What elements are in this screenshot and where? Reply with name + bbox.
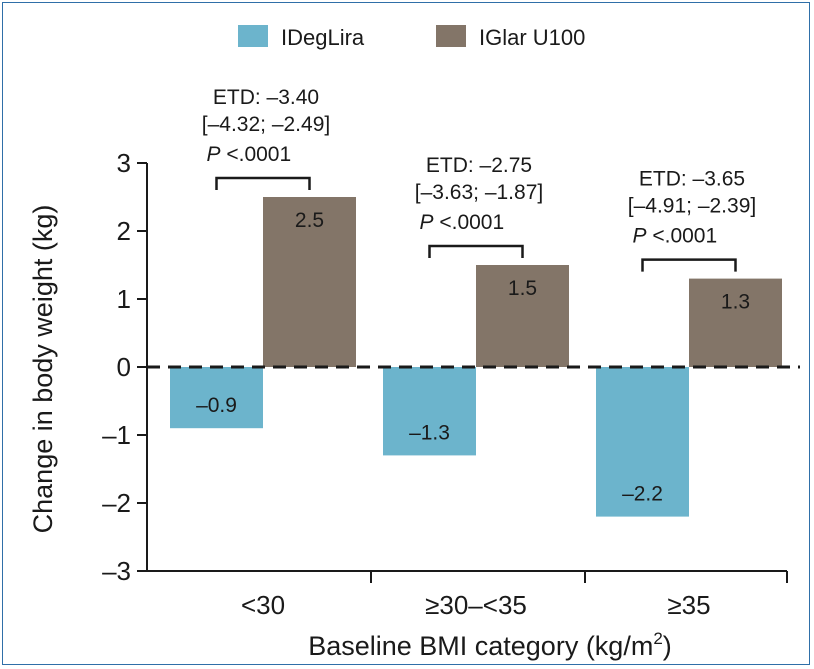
p-value-2: P <.0001 <box>420 211 505 234</box>
legend-swatch-ideglira <box>238 25 268 47</box>
bar-iglar-u100-3 <box>689 278 782 367</box>
etd-value-2: ETD: –2.75 <box>426 154 532 177</box>
x-tick-label: ≥30–<35 <box>425 590 527 620</box>
legend: IDegLira IGlar U100 <box>238 25 585 50</box>
y-tick-label: –2 <box>102 488 131 518</box>
etd-ci-2: [–3.63; –1.87] <box>415 181 543 204</box>
y-tick-label: –1 <box>102 420 131 450</box>
etd-value-3: ETD: –3.65 <box>639 168 745 191</box>
p-value-italic-letter: P <box>207 143 221 166</box>
y-tick-label: 2 <box>117 216 131 246</box>
p-value-rest: <.0001 <box>647 225 718 248</box>
data-label-ideglira-1: –0.9 <box>196 394 237 417</box>
legend-swatch-iglar-u100 <box>436 25 466 47</box>
etd-bracket-2 <box>428 244 524 258</box>
bar-iglar-u100-1 <box>263 197 356 367</box>
data-label-ideglira-3: –2.2 <box>622 483 663 506</box>
x-axis-title: Baseline BMI category (kg/m2) <box>308 629 672 661</box>
legend-label-ideglira: IDegLira <box>281 25 365 50</box>
p-value-1: P <.0001 <box>207 143 292 166</box>
x-axis-title-suffix: ) <box>663 631 672 661</box>
y-tick-label: 3 <box>117 148 131 178</box>
bar-ideglira-2 <box>383 367 476 456</box>
bar-ideglira-1 <box>170 367 263 429</box>
x-tick-label: ≥35 <box>667 590 710 620</box>
y-tick-label: –3 <box>102 556 131 586</box>
legend-label-iglar-u100: IGlar U100 <box>479 25 585 50</box>
bar-ideglira-3 <box>596 367 689 517</box>
etd-bracket-1 <box>215 176 311 190</box>
p-value-rest: <.0001 <box>434 211 505 234</box>
y-axis-title: Change in body weight (kg) <box>28 205 58 534</box>
etd-value-1: ETD: –3.40 <box>213 86 319 109</box>
p-value-italic-letter: P <box>633 225 647 248</box>
plot-area: –3 –2 –1 0 1 2 3 –0.9 2.5 <30 –1.3 1.5 ≥30–<35 –2.2 1.… <box>102 86 800 620</box>
data-label-ideglira-2: –1.3 <box>409 421 450 444</box>
data-label-iglar-u100-1: 2.5 <box>295 209 324 232</box>
etd-ci-3: [–4.91; –2.39] <box>628 195 756 218</box>
p-value-3: P <.0001 <box>633 225 718 248</box>
y-tick-label: 0 <box>117 352 131 382</box>
y-tick-label: 1 <box>117 284 131 314</box>
bar-iglar-u100-2 <box>476 265 569 367</box>
data-label-iglar-u100-3: 1.3 <box>721 291 750 314</box>
p-value-italic-letter: P <box>420 211 434 234</box>
p-value-rest: <.0001 <box>221 143 292 166</box>
data-label-iglar-u100-2: 1.5 <box>508 277 537 300</box>
x-tick-label: <30 <box>241 590 285 620</box>
etd-bracket-3 <box>641 258 737 272</box>
x-axis-title-superscript: 2 <box>653 629 662 648</box>
x-axis-title-main: Baseline BMI category (kg/m <box>308 631 653 661</box>
etd-ci-1: [–4.32; –2.49] <box>202 113 330 136</box>
